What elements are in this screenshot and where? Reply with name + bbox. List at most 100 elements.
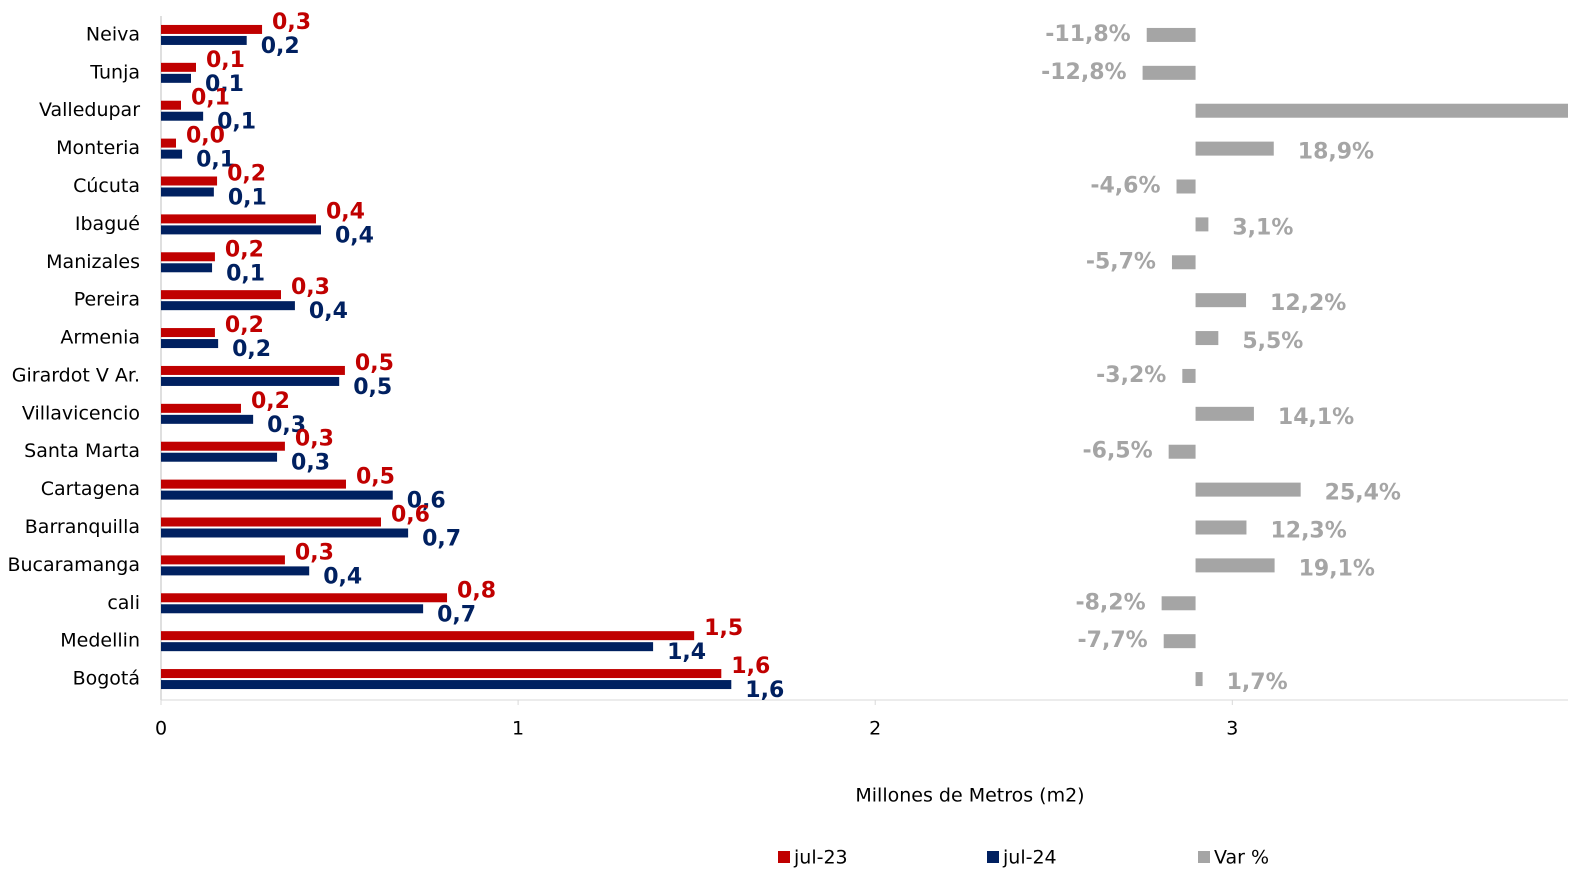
bar — [161, 328, 215, 338]
value-label: 12,2% — [1270, 291, 1346, 316]
y-tick-label: Manizales — [46, 251, 140, 273]
value-label: 0,4 — [309, 299, 348, 324]
value-label: -3,2% — [1096, 363, 1166, 388]
bar — [161, 414, 254, 424]
bar — [161, 604, 424, 614]
bar — [161, 452, 278, 462]
value-label: 0,7 — [437, 602, 476, 627]
var-bar — [1195, 558, 1275, 573]
value-label: 0,2 — [251, 389, 290, 414]
y-tick-label: Monteria — [56, 137, 140, 159]
value-label: 0,4 — [323, 564, 362, 589]
value-label: 1,4 — [667, 640, 706, 665]
bar — [161, 263, 213, 273]
var-bar — [1142, 65, 1196, 80]
value-label: 18,9% — [1298, 140, 1374, 165]
bar — [161, 187, 214, 197]
value-label: 0,1 — [226, 261, 265, 286]
bar — [161, 149, 183, 159]
value-label: 0,1 — [217, 110, 256, 135]
legend-swatch — [987, 851, 999, 863]
bar — [161, 680, 732, 690]
bar — [161, 176, 218, 186]
y-tick-label: Medellin — [60, 630, 140, 652]
bar — [161, 490, 393, 500]
bar — [161, 441, 285, 451]
var-bar — [1195, 331, 1219, 346]
value-label: 0,3 — [291, 275, 330, 300]
value-label: 0,3 — [295, 427, 334, 452]
value-label: 25,4% — [1325, 481, 1401, 506]
value-label: 0,0 — [186, 124, 225, 149]
bar — [161, 290, 281, 300]
value-label: 0,3 — [291, 451, 330, 476]
value-label: 1,7% — [1227, 670, 1288, 695]
value-label: 0,1 — [205, 72, 244, 97]
value-label: 0,2 — [225, 313, 264, 338]
bar — [161, 301, 295, 311]
x-tick-label: 0 — [155, 718, 167, 740]
x-tick-label: 3 — [1226, 718, 1238, 740]
bar — [161, 479, 346, 489]
bar — [161, 517, 381, 527]
bar — [161, 566, 310, 576]
value-label: -4,6% — [1090, 174, 1160, 199]
var-bar — [1195, 406, 1254, 421]
var-bar — [1163, 634, 1196, 649]
legend-swatch — [1198, 851, 1210, 863]
bar — [161, 403, 241, 413]
value-label: 0,2 — [232, 337, 271, 362]
value-label: 1,6 — [731, 654, 770, 679]
value-label: 0,1 — [206, 48, 245, 73]
value-label: 0,1 — [191, 86, 230, 111]
y-tick-label: Valledupar — [39, 99, 140, 121]
bar — [161, 62, 196, 72]
value-label: 1,6 — [745, 678, 784, 703]
value-label: 19,1% — [1299, 556, 1375, 581]
legend-label: jul-24 — [1002, 847, 1057, 869]
value-label: 5,5% — [1242, 329, 1303, 354]
value-label: 3,1% — [1232, 215, 1293, 240]
x-tick-label: 1 — [512, 718, 524, 740]
y-tick-label: Bucaramanga — [7, 554, 140, 576]
value-label: -7,7% — [1078, 628, 1148, 653]
var-bar — [1195, 141, 1274, 156]
bar — [161, 365, 345, 375]
value-label: -5,7% — [1086, 249, 1156, 274]
value-label: 0,5 — [356, 465, 395, 490]
value-label: 0,5 — [353, 375, 392, 400]
bar — [161, 669, 722, 679]
value-label: 0,6 — [407, 489, 446, 514]
y-tick-label: Armenia — [60, 327, 140, 349]
value-label: 0,2 — [225, 237, 264, 262]
value-label: 0,1 — [228, 186, 267, 211]
bar — [161, 138, 176, 148]
var-bars — [1142, 27, 1568, 687]
y-tick-label: Ibagué — [75, 213, 140, 235]
var-bar — [1195, 672, 1203, 687]
var-bar — [1195, 217, 1209, 232]
var-bar — [1168, 444, 1196, 459]
y-tick-label: Barranquilla — [25, 516, 140, 538]
value-label: 1,5 — [704, 616, 743, 641]
var-bar — [1161, 596, 1196, 611]
legend-label: jul-23 — [793, 847, 848, 869]
bar — [161, 35, 247, 45]
bar — [161, 339, 219, 349]
value-label: 0,2 — [227, 162, 266, 187]
bar — [161, 642, 654, 652]
x-axis-title: Millones de Metros (m2) — [855, 785, 1084, 807]
bar — [161, 100, 181, 110]
value-label: -11,8% — [1045, 22, 1130, 47]
value-label: 0,4 — [326, 199, 365, 224]
bar — [161, 225, 321, 235]
value-label: -12,8% — [1041, 60, 1126, 85]
value-label: 0,2 — [261, 34, 300, 59]
bar — [161, 73, 191, 83]
value-label: -6,5% — [1083, 439, 1153, 464]
y-tick-label: Tunja — [89, 61, 140, 83]
legend-swatch — [778, 851, 790, 863]
var-bar — [1195, 482, 1301, 497]
y-tick-label: Girardot V Ar. — [12, 364, 140, 386]
